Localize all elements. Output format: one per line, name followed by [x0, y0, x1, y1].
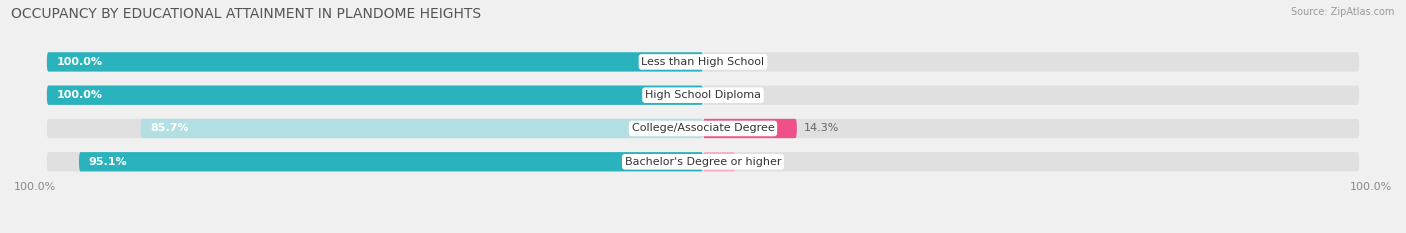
Text: 100.0%: 100.0%: [56, 57, 103, 67]
Text: 85.7%: 85.7%: [150, 123, 188, 134]
Text: High School Diploma: High School Diploma: [645, 90, 761, 100]
Text: OCCUPANCY BY EDUCATIONAL ATTAINMENT IN PLANDOME HEIGHTS: OCCUPANCY BY EDUCATIONAL ATTAINMENT IN P…: [11, 7, 481, 21]
FancyBboxPatch shape: [46, 86, 703, 105]
Text: 100.0%: 100.0%: [14, 182, 56, 192]
FancyBboxPatch shape: [46, 86, 703, 105]
FancyBboxPatch shape: [703, 152, 1360, 171]
FancyBboxPatch shape: [703, 152, 735, 171]
FancyBboxPatch shape: [703, 119, 797, 138]
Text: 100.0%: 100.0%: [1350, 182, 1392, 192]
Text: College/Associate Degree: College/Associate Degree: [631, 123, 775, 134]
FancyBboxPatch shape: [46, 119, 703, 138]
Text: 0.0%: 0.0%: [710, 57, 738, 67]
Text: Source: ZipAtlas.com: Source: ZipAtlas.com: [1291, 7, 1395, 17]
FancyBboxPatch shape: [46, 52, 703, 72]
Text: 14.3%: 14.3%: [803, 123, 839, 134]
FancyBboxPatch shape: [46, 152, 703, 171]
Text: 4.9%: 4.9%: [742, 157, 770, 167]
Text: Bachelor's Degree or higher: Bachelor's Degree or higher: [624, 157, 782, 167]
FancyBboxPatch shape: [703, 52, 1360, 72]
FancyBboxPatch shape: [141, 119, 703, 138]
FancyBboxPatch shape: [46, 52, 703, 72]
Text: 100.0%: 100.0%: [56, 90, 103, 100]
Text: Less than High School: Less than High School: [641, 57, 765, 67]
FancyBboxPatch shape: [703, 119, 1360, 138]
Text: 0.0%: 0.0%: [710, 90, 738, 100]
FancyBboxPatch shape: [79, 152, 703, 171]
Text: 95.1%: 95.1%: [89, 157, 128, 167]
FancyBboxPatch shape: [703, 86, 1360, 105]
